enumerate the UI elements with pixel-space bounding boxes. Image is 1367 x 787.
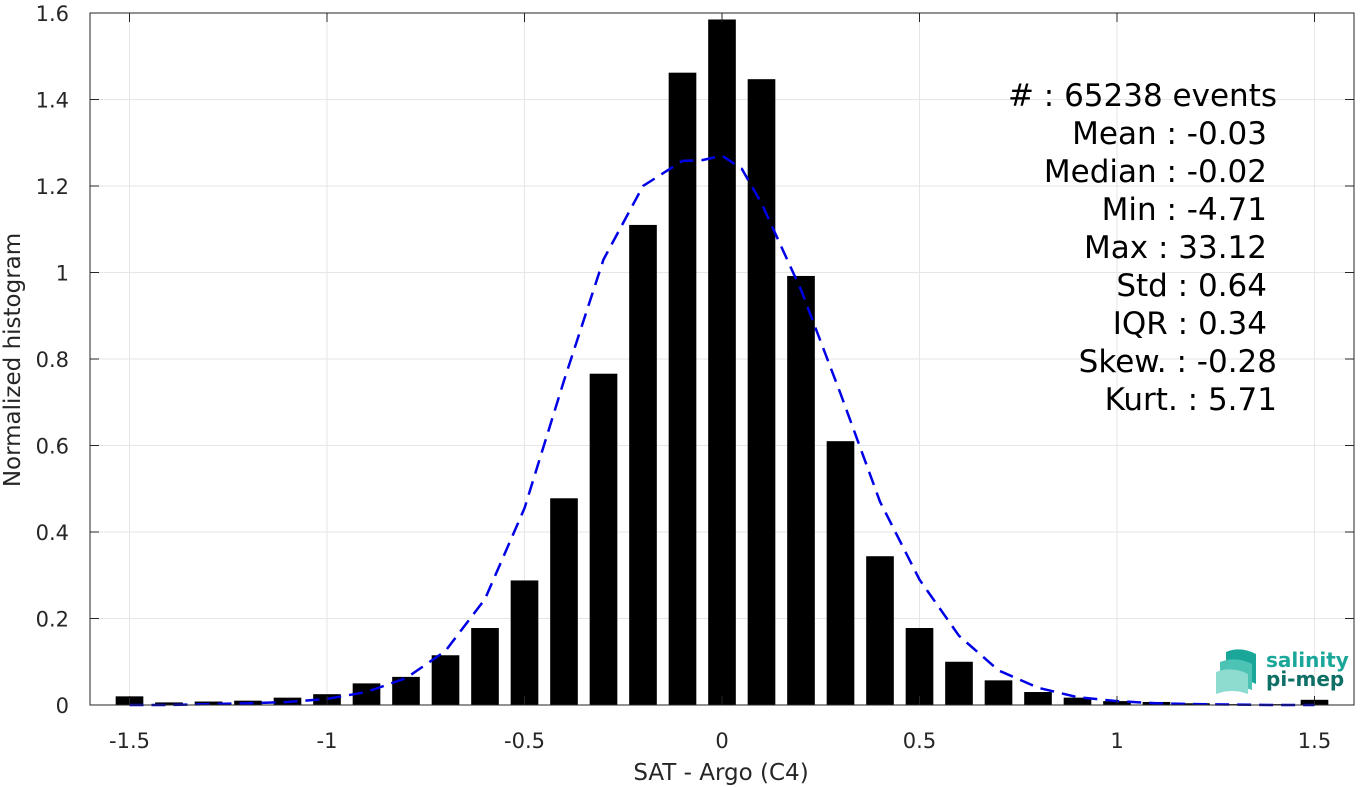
y-tick-label: 0	[56, 694, 69, 718]
histogram-bar	[431, 655, 460, 705]
histogram-bar	[826, 441, 855, 705]
histogram-bar	[550, 498, 578, 705]
fit-curve	[129, 154, 1315, 707]
stat-line: # : 65238 events	[1008, 78, 1277, 114]
y-tick-label: 0.4	[36, 521, 69, 545]
x-tick-label: -1.5	[109, 729, 150, 753]
histogram-bar	[984, 680, 1013, 705]
axes-frame	[89, 12, 1355, 706]
salinity-pimep-logo: salinity pi-mep	[1216, 648, 1349, 694]
y-axis-title: Normalized histogram	[0, 233, 26, 487]
stat-line: Min : -4.71	[1102, 192, 1267, 228]
y-tick-label: 1.4	[36, 89, 69, 113]
histogram-bar	[905, 628, 934, 705]
x-tick-label: 1	[1110, 729, 1123, 753]
histogram-bar	[471, 628, 499, 705]
y-tick-label: 1.6	[36, 2, 69, 26]
stat-line: Skew. : -0.28	[1079, 344, 1277, 380]
x-axis-title: SAT - Argo (C4)	[633, 760, 808, 786]
y-tick-labels: 0 0.2 0.4 0.6 0.8 1 1.2 1.4 1.6	[36, 2, 69, 718]
histogram-bar	[787, 275, 815, 705]
histogram-bar	[1024, 692, 1052, 705]
x-tick-label: -0.5	[504, 729, 545, 753]
histogram-bar	[866, 556, 894, 705]
stat-line: Median : -0.02	[1044, 154, 1267, 190]
histogram-bar	[589, 373, 618, 705]
y-tick-label: 1.2	[36, 175, 69, 199]
stat-line: Kurt. : 5.71	[1105, 382, 1277, 418]
histogram-bar	[155, 702, 183, 705]
x-tick-label: 0	[715, 729, 728, 753]
x-tick-labels: -1.5 -1 -0.5 0 0.5 1 1.5	[109, 729, 1331, 753]
x-tick-label: 1.5	[1298, 729, 1331, 753]
x-tick-label: -1	[317, 729, 338, 753]
histogram-bar	[1063, 697, 1092, 705]
x-tick-label: 0.5	[903, 729, 936, 753]
y-tick-label: 0.2	[36, 608, 69, 632]
y-tick-label: 0.8	[36, 348, 69, 372]
stat-line: Mean : -0.03	[1072, 116, 1267, 152]
histogram-bar	[629, 224, 657, 706]
histogram-bar	[668, 72, 697, 705]
histogram-bar	[510, 580, 539, 705]
stat-line: Std : 0.64	[1116, 268, 1267, 304]
logo-line-1: salinity	[1266, 648, 1349, 672]
logo-line-2: pi-mep	[1266, 667, 1344, 691]
wave-logo-icon	[1216, 649, 1256, 694]
histogram-bar	[945, 661, 973, 705]
y-tick-label: 0.6	[36, 435, 69, 459]
histogram-bar	[747, 79, 776, 706]
histogram-bar	[708, 19, 736, 706]
y-tick-label: 1	[56, 262, 69, 286]
stat-line: Max : 33.12	[1084, 230, 1267, 266]
stat-line: IQR : 0.34	[1113, 306, 1267, 342]
